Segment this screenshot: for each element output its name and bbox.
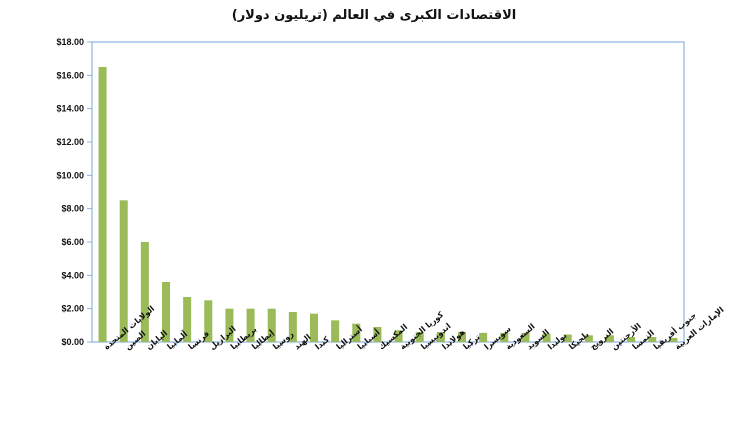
bar [605, 335, 615, 342]
bar [373, 327, 382, 342]
bar [309, 313, 319, 342]
y-tick-label: $6.00 [61, 237, 84, 247]
bar [225, 308, 234, 342]
bar [457, 332, 467, 342]
bar [542, 333, 551, 342]
bar [204, 300, 213, 342]
bar [521, 332, 530, 342]
bar [479, 332, 488, 342]
chart-title: الاقتصادات الكبرى في العالم (تريليون دول… [231, 8, 517, 23]
y-tick-label: $8.00 [61, 204, 84, 214]
y-tick-label: $16.00 [56, 70, 84, 80]
plot-frame [91, 41, 685, 343]
bar [436, 332, 445, 342]
y-tick-label: $4.00 [61, 270, 84, 280]
y-axis-ticks: $0.00 $2.00 $4.00 $6.00 $8.00 $10.00 $12.00 $14… [56, 37, 92, 347]
y-tick-label: $12.00 [56, 137, 84, 147]
bar [500, 332, 509, 342]
y-tick-label: $18.00 [56, 37, 84, 47]
bar [584, 335, 593, 342]
bar [352, 323, 361, 342]
bar [140, 242, 149, 342]
y-tick-label: $14.00 [56, 104, 84, 114]
bar [669, 337, 678, 342]
bar [394, 330, 403, 342]
bar [161, 282, 171, 342]
bar [98, 67, 107, 342]
bar [183, 297, 192, 342]
bar [331, 320, 340, 342]
bar [288, 312, 297, 342]
chart-bars [98, 67, 678, 342]
bar [648, 337, 657, 342]
bar [563, 334, 572, 342]
y-tick-label: $2.00 [61, 304, 84, 314]
y-tick-label: $10.00 [56, 170, 84, 180]
bar [415, 332, 424, 342]
bar [246, 308, 255, 342]
x-axis-labels: الولايات المتحدةالصيناليابانألمانيافرنسا… [102, 304, 726, 352]
chart-axes [91, 41, 685, 343]
y-tick-label: $0.00 [61, 337, 84, 347]
bar [119, 200, 128, 342]
bar [627, 337, 636, 342]
bar [267, 308, 276, 342]
